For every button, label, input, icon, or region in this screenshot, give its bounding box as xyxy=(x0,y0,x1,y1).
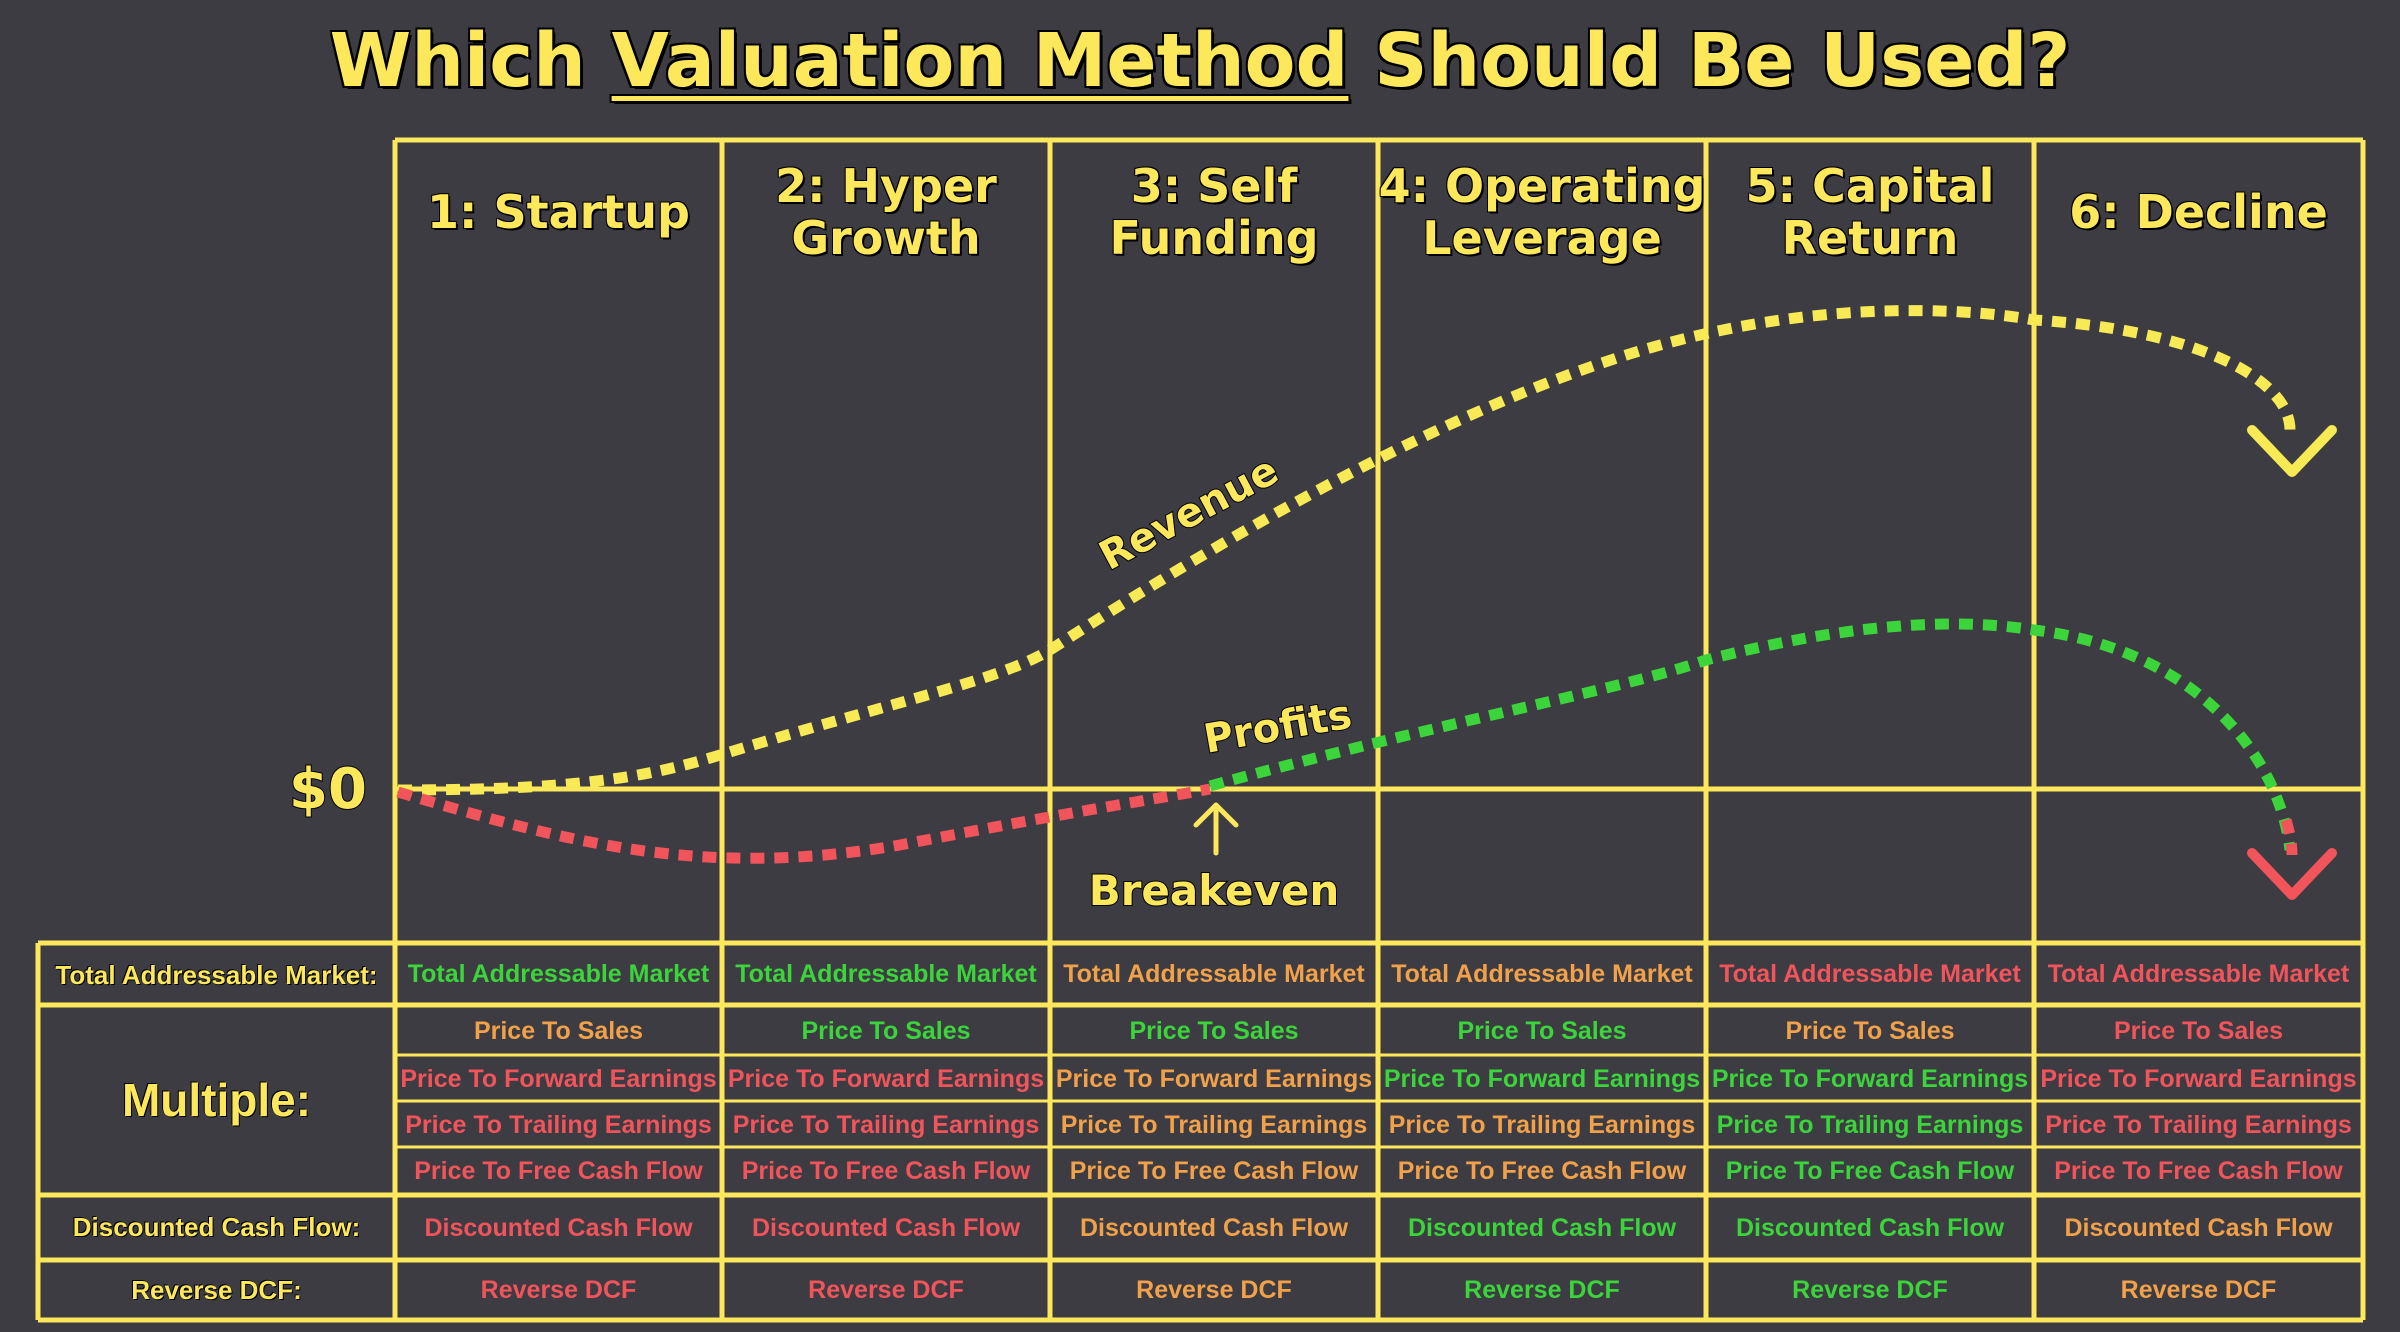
rdcf-cell: Reverse DCF xyxy=(1792,1276,1948,1304)
rdcf-cell: Reverse DCF xyxy=(1464,1276,1620,1304)
multiple-cell: Price To Trailing Earnings xyxy=(1716,1111,2024,1139)
multiple-cell: Price To Trailing Earnings xyxy=(405,1111,712,1139)
multiple-cell: Price To Sales xyxy=(1785,1017,1955,1045)
multiple-cell: Price To Forward Earnings xyxy=(2040,1065,2357,1093)
multiple-cell: Price To Forward Earnings xyxy=(1055,1065,1373,1093)
decline-arrow-icon xyxy=(2247,848,2337,900)
tam-cell: Total Addressable Market xyxy=(1391,960,1693,988)
zero-label: $0 xyxy=(289,757,367,822)
grid-lines xyxy=(35,137,2366,1323)
dcf-cell: Discounted Cash Flow xyxy=(2064,1214,2333,1242)
multiple-cell: Price To Sales xyxy=(1457,1017,1627,1045)
dcf-cell: Discounted Cash Flow xyxy=(1407,1214,1677,1242)
dcf-cell: Discounted Cash Flow xyxy=(424,1214,693,1242)
rdcf-cell: Reverse DCF xyxy=(480,1276,637,1304)
multiple-cell: Price To Trailing Earnings xyxy=(732,1111,1040,1139)
rdcf-cell: Reverse DCF xyxy=(1136,1276,1292,1304)
row-label-rdcf: Reverse DCF: xyxy=(131,1274,302,1305)
stage-header-1: 1: Startup xyxy=(427,185,690,239)
stage-header-2: 2: Hyper Growth xyxy=(775,159,997,265)
stage-header-3: 3: Self Funding xyxy=(1109,159,1319,265)
multiple-cell: Price To Trailing Earnings xyxy=(1060,1111,1368,1139)
multiple-cell: Price To Free Cash Flow xyxy=(414,1157,703,1185)
multiple-cell: Price To Free Cash Flow xyxy=(741,1157,1031,1185)
multiple-cell: Price To Free Cash Flow xyxy=(1397,1157,1687,1185)
row-label-tam: Total Addressable Market: xyxy=(55,959,378,990)
dcf-cell: Discounted Cash Flow xyxy=(1079,1214,1349,1242)
multiple-cell: Price To Forward Earnings xyxy=(1711,1065,2029,1093)
stage-header-4: 4: Operating Leverage xyxy=(1378,159,1706,265)
rdcf-cell: Reverse DCF xyxy=(808,1276,964,1304)
revenue-arrow-icon xyxy=(2247,425,2337,477)
multiple-cell: Price To Sales xyxy=(473,1017,644,1045)
revenue-curve xyxy=(397,305,2296,796)
dcf-cell: Discounted Cash Flow xyxy=(751,1214,1021,1242)
multiple-cell: Price To Sales xyxy=(801,1017,971,1045)
breakeven-arrow-icon xyxy=(1193,802,1239,856)
multiple-cell: Price To Forward Earnings xyxy=(1383,1065,1701,1093)
multiple-cell: Price To Free Cash Flow xyxy=(2054,1157,2343,1185)
row-label-multiple: Multiple: xyxy=(121,1074,312,1126)
row-label-dcf: Discounted Cash Flow: xyxy=(72,1212,361,1242)
multiple-cell: Price To Free Cash Flow xyxy=(1069,1157,1359,1185)
multiple-cell: Price To Trailing Earnings xyxy=(1388,1111,1696,1139)
profit-curve-positive xyxy=(1208,618,2296,851)
rdcf-cell: Reverse DCF xyxy=(2120,1276,2277,1304)
tam-cell: Total Addressable Market xyxy=(407,960,710,988)
multiple-cell: Price To Sales xyxy=(1129,1017,1299,1045)
tam-cell: Total Addressable Market xyxy=(735,960,1037,988)
profit-curve-negative xyxy=(396,783,1212,864)
dcf-cell: Discounted Cash Flow xyxy=(1735,1214,2005,1242)
tam-cell: Total Addressable Market xyxy=(1719,960,2021,988)
multiple-cell: Price To Trailing Earnings xyxy=(2045,1111,2352,1139)
multiple-cell: Price To Free Cash Flow xyxy=(1725,1157,2015,1185)
revenue-label: Revenue xyxy=(1092,447,1286,579)
multiple-cell: Price To Sales xyxy=(2113,1017,2284,1045)
profit-curve-decline xyxy=(2280,818,2298,856)
multiple-cell: Price To Forward Earnings xyxy=(727,1065,1045,1093)
page-title: Which Valuation Method Should Be Used? xyxy=(329,18,2071,104)
stage-header-6: 6: Decline xyxy=(2069,185,2328,239)
stage-header-5: 5: Capital Return xyxy=(1745,159,1995,265)
tam-cell: Total Addressable Market xyxy=(2047,960,2350,988)
tam-cell: Total Addressable Market xyxy=(1063,960,1365,988)
multiple-cell: Price To Forward Earnings xyxy=(400,1065,717,1093)
breakeven-label: Breakeven xyxy=(1089,866,1340,915)
